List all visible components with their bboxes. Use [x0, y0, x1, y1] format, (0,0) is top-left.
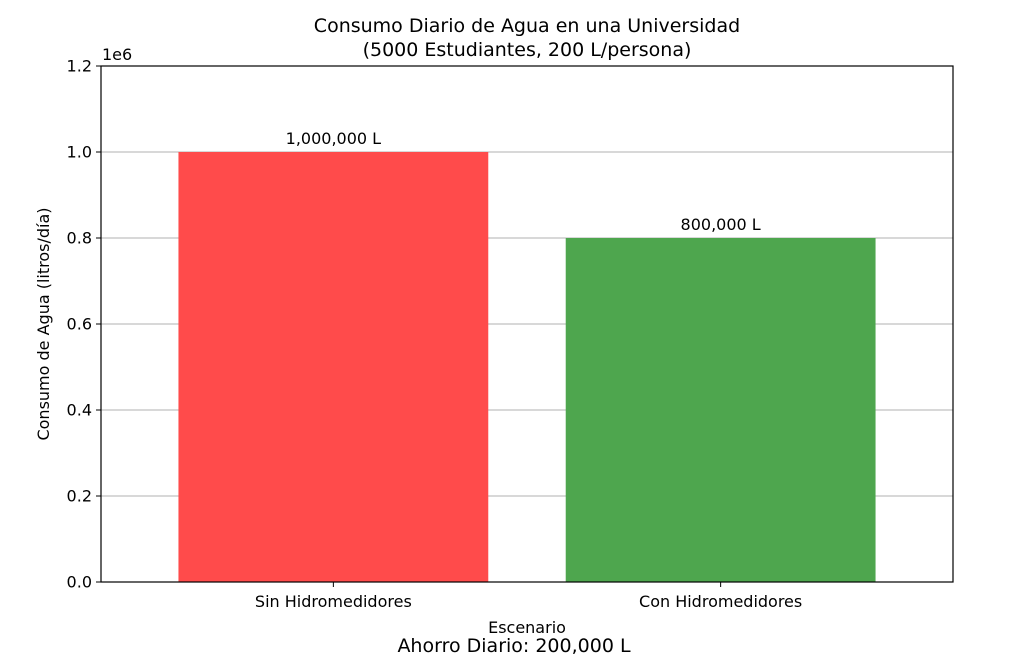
bar — [178, 152, 489, 582]
chart-subtitle: (5000 Estudiantes, 200 L/persona) — [363, 39, 692, 61]
y-tick-label: 0.4 — [67, 401, 92, 420]
y-tick-label: 0.0 — [67, 573, 92, 592]
x-axis-label: Escenario — [488, 618, 566, 637]
y-tick-label: 0.6 — [67, 315, 92, 334]
bar — [565, 238, 876, 582]
bars — [178, 152, 876, 582]
y-tick-label: 1.2 — [67, 57, 92, 76]
y-axis-label: Consumo de Agua (litros/día) — [34, 207, 53, 440]
x-tick-label: Con Hidromedidores — [639, 592, 802, 611]
value-labels: 1,000,000 L 800,000 L — [286, 129, 761, 234]
bar-value-label: 800,000 L — [681, 215, 761, 234]
bar-value-label: 1,000,000 L — [286, 129, 382, 148]
y-axis-ticks: 0.0 0.2 0.4 0.6 0.8 1.0 1.2 — [67, 57, 101, 592]
daily-savings-note: Ahorro Diario: 200,000 L — [397, 635, 631, 654]
x-tick-label: Sin Hidromedidores — [255, 592, 412, 611]
y-scale-label: 1e6 — [102, 45, 132, 64]
chart-title: Consumo Diario de Agua en una Universida… — [314, 15, 740, 37]
y-tick-label: 0.2 — [67, 487, 92, 506]
y-tick-label: 1.0 — [67, 143, 92, 162]
y-tick-label: 0.8 — [67, 229, 92, 248]
x-axis-ticks: Sin Hidromedidores Con Hidromedidores — [255, 582, 802, 611]
